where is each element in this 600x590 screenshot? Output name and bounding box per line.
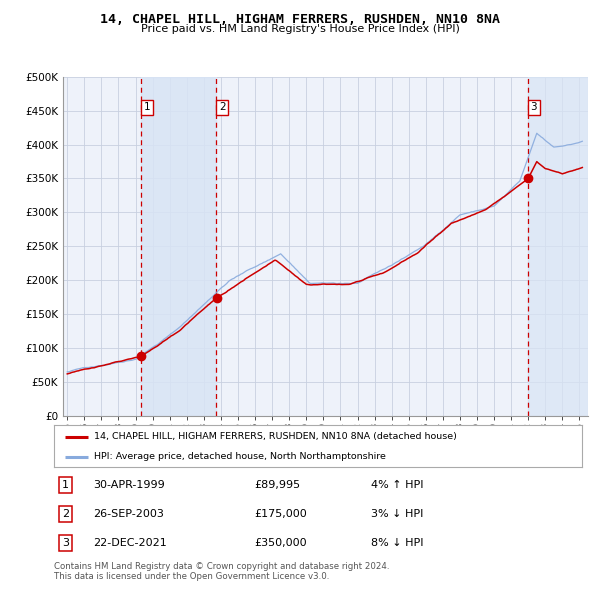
Text: £89,995: £89,995 xyxy=(254,480,301,490)
Text: Contains HM Land Registry data © Crown copyright and database right 2024.: Contains HM Land Registry data © Crown c… xyxy=(54,562,389,571)
Text: 14, CHAPEL HILL, HIGHAM FERRERS, RUSHDEN, NN10 8NA (detached house): 14, CHAPEL HILL, HIGHAM FERRERS, RUSHDEN… xyxy=(94,432,457,441)
Text: 3: 3 xyxy=(530,103,537,113)
Bar xyxy=(141,77,217,416)
Text: 3% ↓ HPI: 3% ↓ HPI xyxy=(371,509,423,519)
Text: 14, CHAPEL HILL, HIGHAM FERRERS, RUSHDEN, NN10 8NA: 14, CHAPEL HILL, HIGHAM FERRERS, RUSHDEN… xyxy=(100,13,500,26)
Text: 4% ↑ HPI: 4% ↑ HPI xyxy=(371,480,424,490)
Text: This data is licensed under the Open Government Licence v3.0.: This data is licensed under the Open Gov… xyxy=(54,572,329,581)
Text: 2: 2 xyxy=(62,509,69,519)
Text: 26-SEP-2003: 26-SEP-2003 xyxy=(94,509,164,519)
Text: £175,000: £175,000 xyxy=(254,509,307,519)
Text: 30-APR-1999: 30-APR-1999 xyxy=(94,480,166,490)
Text: £350,000: £350,000 xyxy=(254,537,307,548)
Text: 1: 1 xyxy=(144,103,151,113)
Text: HPI: Average price, detached house, North Northamptonshire: HPI: Average price, detached house, Nort… xyxy=(94,452,385,461)
Text: 3: 3 xyxy=(62,537,69,548)
Text: 1: 1 xyxy=(62,480,69,490)
Text: 2: 2 xyxy=(219,103,226,113)
Text: 8% ↓ HPI: 8% ↓ HPI xyxy=(371,537,424,548)
Text: Price paid vs. HM Land Registry's House Price Index (HPI): Price paid vs. HM Land Registry's House … xyxy=(140,24,460,34)
Bar xyxy=(528,77,588,416)
Text: 22-DEC-2021: 22-DEC-2021 xyxy=(94,537,167,548)
